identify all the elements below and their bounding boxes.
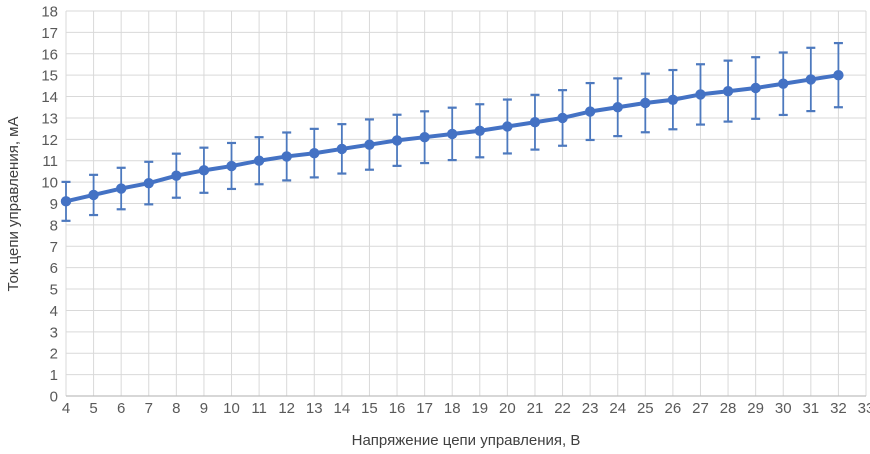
data-point <box>722 86 734 97</box>
data-point <box>640 97 651 109</box>
data-point <box>447 128 458 140</box>
x-tick-label: 14 <box>334 400 351 417</box>
y-tick-label: 6 <box>50 260 58 277</box>
x-tick-label: 19 <box>471 400 488 417</box>
data-point <box>88 189 99 201</box>
x-tick-label: 7 <box>145 400 153 417</box>
data-point <box>502 121 513 132</box>
y-tick-label: 14 <box>41 89 58 106</box>
data-point <box>419 131 430 143</box>
data-point <box>695 89 706 100</box>
x-axis-title: Напряжение цепи управления, В <box>351 432 581 449</box>
x-tick-label: 28 <box>720 400 737 417</box>
y-tick-label: 5 <box>50 282 58 299</box>
x-tick-label: 30 <box>775 400 792 417</box>
data-point <box>750 82 761 94</box>
y-tick-label: 2 <box>50 346 58 363</box>
y-tick-label: 15 <box>41 68 58 85</box>
y-tick-label: 1 <box>50 367 58 384</box>
x-tick-label: 26 <box>665 400 682 417</box>
x-tick-label: 18 <box>444 400 461 417</box>
data-point <box>60 196 72 207</box>
data-point <box>612 102 623 113</box>
x-tick-label: 4 <box>62 400 70 417</box>
x-tick-label: 21 <box>527 400 544 417</box>
x-tick-label: 25 <box>637 400 654 417</box>
x-tick-label: 22 <box>554 400 571 417</box>
data-point <box>171 170 182 181</box>
data-point <box>391 135 403 146</box>
data-point <box>143 177 154 189</box>
y-tick-label: 16 <box>41 46 58 63</box>
y-tick-label: 11 <box>42 153 58 170</box>
x-tick-label: 24 <box>609 400 626 417</box>
data-point <box>364 139 375 150</box>
data-point <box>281 151 292 162</box>
x-tick-label: 31 <box>802 400 819 417</box>
x-tick-label: 16 <box>389 400 406 417</box>
y-tick-label: 8 <box>50 217 58 234</box>
data-point <box>115 183 127 194</box>
data-point <box>226 160 237 172</box>
x-tick-label: 5 <box>89 400 97 417</box>
data-point <box>529 117 541 128</box>
y-tick-label: 4 <box>50 303 58 320</box>
y-tick-label: 12 <box>41 132 58 149</box>
x-tick-label: 32 <box>830 400 847 417</box>
data-point <box>474 125 485 136</box>
x-tick-label: 27 <box>692 400 709 417</box>
x-tick-label: 23 <box>582 400 599 417</box>
y-tick-label: 7 <box>50 239 58 256</box>
data-point <box>778 78 789 89</box>
data-point <box>198 165 210 176</box>
data-point <box>557 112 568 124</box>
x-tick-label: 29 <box>747 400 764 417</box>
x-tick-label: 10 <box>223 400 240 417</box>
x-tick-label: 8 <box>172 400 180 417</box>
data-point <box>336 143 348 155</box>
y-axis-title: Ток цепи управления, мА <box>5 116 22 292</box>
y-tick-label: 3 <box>50 324 58 341</box>
x-tick-label: 13 <box>306 400 323 417</box>
data-point <box>309 148 320 159</box>
x-tick-label: 9 <box>200 400 208 417</box>
data-point <box>805 74 817 85</box>
y-tick-label: 9 <box>50 196 58 213</box>
x-tick-label: 12 <box>278 400 295 417</box>
data-point <box>584 106 596 117</box>
x-tick-label: 15 <box>361 400 378 417</box>
data-point <box>667 94 679 105</box>
data-point <box>253 155 265 166</box>
x-tick-label: 20 <box>499 400 516 417</box>
y-tick-label: 17 <box>41 25 58 42</box>
x-tick-label: 33 <box>858 400 870 417</box>
data-point <box>833 69 844 81</box>
y-tick-label: 18 <box>41 4 58 21</box>
x-tick-label: 6 <box>117 400 125 417</box>
y-tick-label: 10 <box>41 175 58 192</box>
y-tick-label: 0 <box>50 389 58 406</box>
x-tick-label: 11 <box>251 400 267 417</box>
y-tick-label: 13 <box>41 110 58 127</box>
x-tick-label: 17 <box>416 400 433 417</box>
